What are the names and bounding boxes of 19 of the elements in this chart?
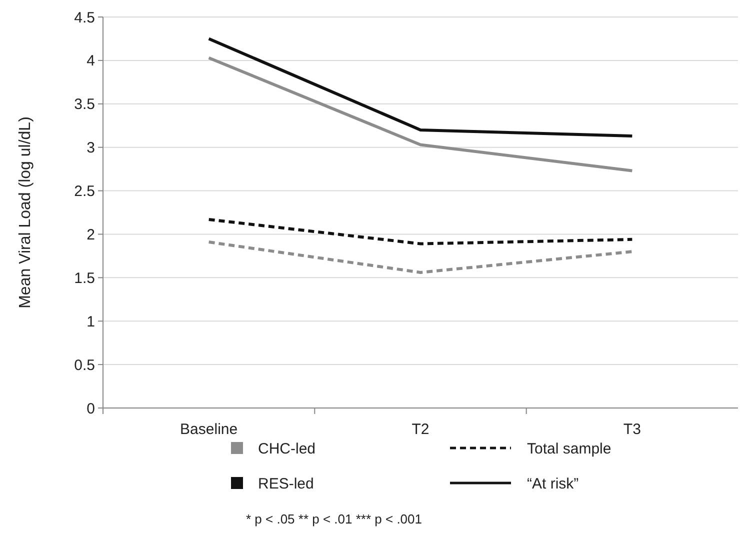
y-tick-label: 1 (86, 313, 95, 330)
text: “At risk” (527, 475, 579, 492)
y-tick-label: 3 (86, 140, 95, 157)
y-tick-label: 3.5 (74, 96, 95, 114)
y-tick-label: 4.5 (74, 9, 95, 26)
text: RES-led (258, 475, 314, 492)
x-tick-label: T3 (623, 421, 641, 438)
y-tick-label: 2 (86, 226, 95, 244)
y-axis-title: Mean Viral Load (log ul/dL) (17, 116, 34, 308)
x-tick-label: T2 (412, 421, 430, 438)
text: CHC-led (258, 440, 316, 458)
y-tick-label: 0.5 (74, 356, 95, 374)
text: * p < .05 ** p < .01 *** p < .001 (246, 512, 422, 527)
y-tick-label: 0 (86, 400, 95, 418)
x-tick-label: Baseline (180, 421, 238, 438)
y-tick-label: 1.5 (74, 270, 95, 287)
y-tick-label: 2.5 (74, 183, 95, 200)
y-tick-label: 4 (86, 52, 95, 70)
text: Total sample (527, 440, 612, 458)
